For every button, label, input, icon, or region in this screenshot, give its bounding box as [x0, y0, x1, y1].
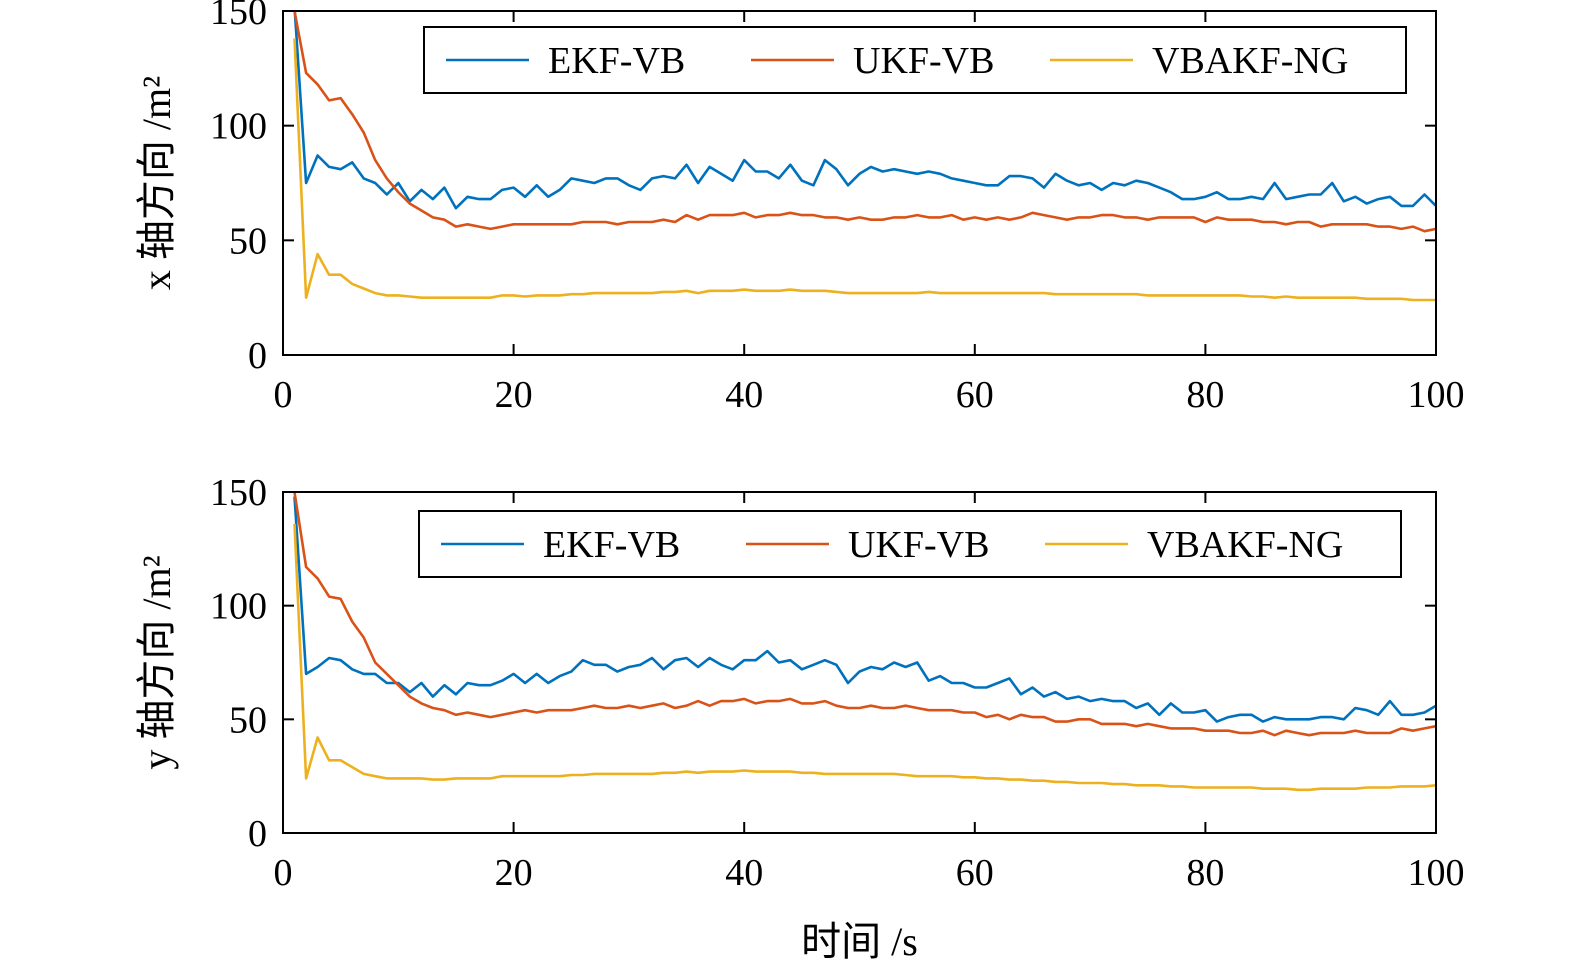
plot-frame	[282, 491, 1437, 834]
y-tick-label: 100	[210, 586, 267, 628]
y-tick-label: 50	[229, 699, 267, 741]
x-tick-label: 20	[495, 852, 533, 894]
x-tick-label: 0	[274, 852, 293, 894]
legend: EKF-VB UKF-VB VBAKF-NG	[418, 510, 1402, 578]
y-tick-label: 0	[248, 335, 267, 377]
x-axis-label: 时间 /s	[801, 919, 918, 964]
panel-top: 0 20 40 60 80 100 0 50 100 150 x 轴方向 /m² EKF-VB UKF-…	[134, 0, 1465, 416]
legend-entry-ukf-vb: UKF-VB	[848, 524, 989, 566]
series-line-vbakf-ng	[293, 38, 1436, 302]
x-tick-label: 40	[725, 374, 763, 416]
y-axis-label: y 轴方向 /m²	[134, 555, 179, 769]
y-tick-label: 0	[248, 813, 267, 855]
x-tick-label: 40	[725, 852, 763, 894]
x-tick-label: 80	[1186, 374, 1224, 416]
series-line-ekf-vb	[293, 11, 1436, 210]
panel-bottom: 0 20 40 60 80 100 0 50 100 150 y 轴方向 /m² 时间 /s EKF-V…	[134, 472, 1465, 964]
series-line-vbakf-ng	[293, 523, 1436, 792]
legend-box	[418, 510, 1402, 578]
legend-entry-vbakf-ng: VBAKF-NG	[1147, 524, 1343, 566]
y-tick-label: 100	[210, 106, 267, 148]
y-axis-label: x 轴方向 /m²	[134, 76, 179, 290]
series-line-ukf-vb	[293, 11, 1436, 233]
legend-entry-vbakf-ng: VBAKF-NG	[1152, 40, 1348, 82]
legend-entry-ekf-vb: EKF-VB	[548, 40, 685, 82]
legend-entry-ukf-vb: UKF-VB	[853, 40, 994, 82]
legend-entry-ekf-vb: EKF-VB	[543, 524, 680, 566]
legend: EKF-VB UKF-VB VBAKF-NG	[423, 26, 1407, 94]
x-tick-label: 80	[1186, 852, 1224, 894]
y-tick-label: 50	[229, 220, 267, 262]
legend-box	[423, 26, 1407, 94]
plot-frame	[282, 10, 1437, 356]
x-tick-label: 0	[274, 374, 293, 416]
y-tick-label: 150	[210, 0, 267, 33]
x-tick-label: 100	[1408, 374, 1465, 416]
x-tick-label: 20	[495, 374, 533, 416]
x-tick-label: 60	[956, 374, 994, 416]
x-tick-label: 100	[1408, 852, 1465, 894]
x-tick-label: 60	[956, 852, 994, 894]
y-tick-label: 150	[210, 472, 267, 514]
series-line-ekf-vb	[293, 496, 1436, 723]
series-line-ukf-vb	[293, 492, 1436, 737]
